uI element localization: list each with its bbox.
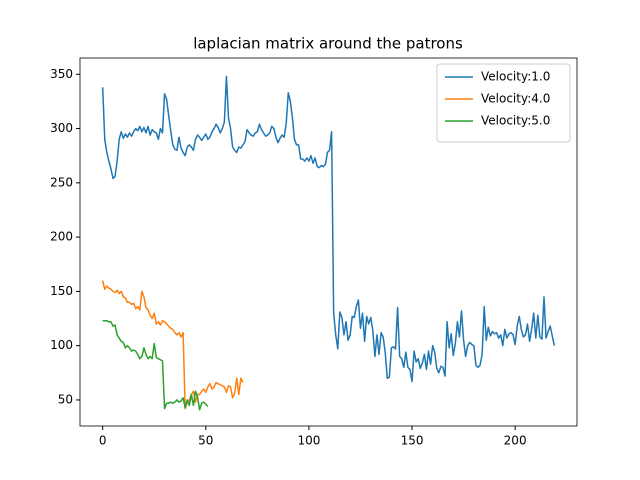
line <box>102 319 209 411</box>
y-tick-label: 50 <box>58 392 73 406</box>
x-tick-label: 0 <box>99 434 107 448</box>
y-tick-label: 300 <box>50 121 73 135</box>
plot-frame <box>79 57 578 427</box>
legend-label: Velocity:4.0 <box>481 92 550 106</box>
line <box>101 280 244 410</box>
chart-title: laplacian matrix around the patrons <box>193 35 463 53</box>
x-tick-label: 200 <box>504 434 527 448</box>
legend-label: Velocity:5.0 <box>481 114 550 128</box>
line <box>101 75 556 383</box>
x-tick-label: 50 <box>198 434 213 448</box>
y-tick-label: 250 <box>50 175 73 189</box>
x-tick-label: 150 <box>401 434 424 448</box>
y-tick-label: 200 <box>50 230 73 244</box>
legend-box <box>436 63 571 143</box>
legend-label: Velocity:1.0 <box>481 70 550 84</box>
x-tick-label: 100 <box>297 434 320 448</box>
y-tick-label: 150 <box>50 284 73 298</box>
y-tick-label: 100 <box>50 338 73 352</box>
y-tick-label: 350 <box>50 67 73 81</box>
